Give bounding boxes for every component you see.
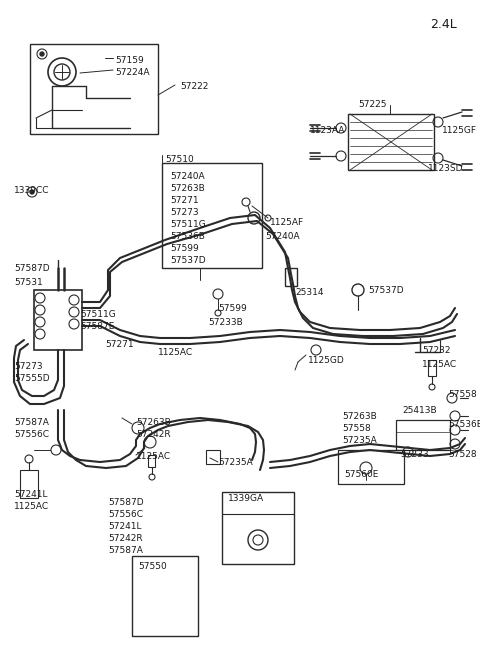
Text: 57233B: 57233B <box>208 318 243 327</box>
Text: 57273: 57273 <box>170 208 199 217</box>
Text: 57556C: 57556C <box>108 510 143 519</box>
Text: 57558: 57558 <box>448 390 477 399</box>
Text: 57531: 57531 <box>14 278 43 287</box>
Text: 25314: 25314 <box>295 288 324 297</box>
Text: 57558: 57558 <box>342 424 371 433</box>
Text: 57263B: 57263B <box>342 412 377 421</box>
Text: 57550: 57550 <box>138 562 167 571</box>
Bar <box>148 455 155 467</box>
Text: 57587A: 57587A <box>108 546 143 555</box>
Bar <box>396 420 450 450</box>
Text: 57599: 57599 <box>170 244 199 253</box>
Text: 57555D: 57555D <box>14 374 49 383</box>
Text: 57235A: 57235A <box>218 458 253 467</box>
Text: 57510: 57510 <box>165 155 194 164</box>
Text: 1123SD: 1123SD <box>428 164 464 173</box>
Text: 57556C: 57556C <box>14 430 49 439</box>
Text: 57224A: 57224A <box>115 68 149 77</box>
Bar <box>132 556 198 636</box>
Text: 1123AA: 1123AA <box>310 126 346 135</box>
Text: 57536B: 57536B <box>448 420 480 429</box>
Text: 1339CC: 1339CC <box>14 186 49 195</box>
Text: 1125GD: 1125GD <box>308 356 345 365</box>
Circle shape <box>30 190 34 194</box>
Text: 57536B: 57536B <box>170 232 205 241</box>
Text: 1125GF: 1125GF <box>442 126 477 135</box>
Text: 57537D: 57537D <box>368 286 404 295</box>
Bar <box>348 114 434 170</box>
Text: 57242R: 57242R <box>108 534 143 543</box>
Text: 57560E: 57560E <box>344 470 378 479</box>
Text: 57263B: 57263B <box>136 418 171 427</box>
Bar <box>338 450 404 484</box>
Text: 57528: 57528 <box>448 450 477 459</box>
Text: 57587D: 57587D <box>14 264 49 273</box>
Text: 57273: 57273 <box>14 362 43 371</box>
Text: 57232: 57232 <box>422 346 451 355</box>
Text: 57263B: 57263B <box>170 184 205 193</box>
Text: 57240A: 57240A <box>170 172 204 181</box>
Text: 57537D: 57537D <box>170 256 205 265</box>
Text: 57233: 57233 <box>400 450 429 459</box>
Text: 57587E: 57587E <box>80 322 114 331</box>
Text: 57222: 57222 <box>180 82 208 91</box>
Text: 57587A: 57587A <box>14 418 49 427</box>
Bar <box>30 44 158 134</box>
Text: 57511G: 57511G <box>80 310 116 319</box>
Text: 1339GA: 1339GA <box>228 494 264 503</box>
Text: 57241L: 57241L <box>14 490 48 499</box>
Text: 1125AC: 1125AC <box>158 348 193 357</box>
Bar <box>34 290 82 350</box>
Text: 57271: 57271 <box>105 340 133 349</box>
Text: 57159: 57159 <box>115 56 144 65</box>
Bar <box>222 492 294 564</box>
Text: 57225: 57225 <box>358 100 386 109</box>
Circle shape <box>40 52 44 56</box>
Text: 57241L: 57241L <box>108 522 142 531</box>
Bar <box>285 268 297 286</box>
Bar <box>162 163 262 268</box>
Text: 1125AF: 1125AF <box>270 218 304 227</box>
Text: 1125AC: 1125AC <box>422 360 457 369</box>
Text: 1125AC: 1125AC <box>14 502 49 511</box>
Bar <box>206 450 220 464</box>
Text: 57242R: 57242R <box>136 430 170 439</box>
Text: 57240A: 57240A <box>265 232 300 241</box>
Text: 1125AC: 1125AC <box>136 452 171 461</box>
Text: 2.4L: 2.4L <box>430 18 457 31</box>
Text: 57235A: 57235A <box>342 436 377 445</box>
Text: 57599: 57599 <box>218 304 247 313</box>
Text: 57271: 57271 <box>170 196 199 205</box>
Text: 57587D: 57587D <box>108 498 144 507</box>
Text: 25413B: 25413B <box>402 406 437 415</box>
Bar <box>428 360 436 376</box>
Text: 57511G: 57511G <box>170 220 206 229</box>
Bar <box>20 470 38 498</box>
